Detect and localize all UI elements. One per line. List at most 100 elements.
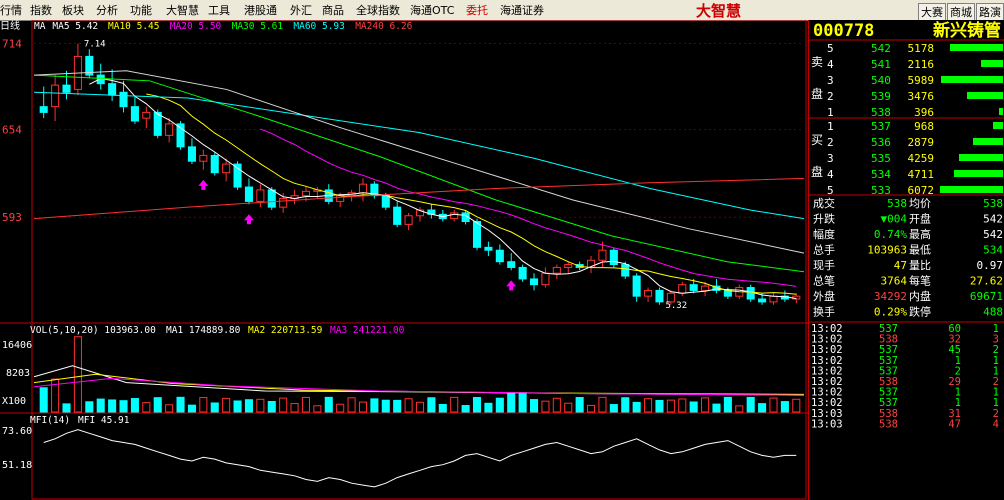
top-button-0[interactable]: 大赛 <box>918 3 946 21</box>
menu-item-12[interactable]: 委托 <box>466 4 488 17</box>
stat-value2-7: 488 <box>983 306 1003 319</box>
volume-bar <box>85 401 94 413</box>
buy-depth-bar-2 <box>959 154 1003 161</box>
tick-price-4: 537 <box>879 365 898 377</box>
buy-level-2: 3 <box>827 152 834 165</box>
ma5-line <box>89 77 797 299</box>
stat-label-1: 升跌 <box>813 212 835 226</box>
volume-bar <box>632 401 641 413</box>
stat-value-5: 3764 <box>881 275 908 288</box>
candle <box>518 266 527 280</box>
menu-item-10[interactable]: 全球指数 <box>356 4 400 17</box>
candle <box>541 272 550 286</box>
sell-depth-bar-0 <box>950 44 1003 51</box>
high-price-label: 7.14 <box>84 39 106 49</box>
volume-bar <box>461 405 470 413</box>
volume-bar <box>529 399 539 413</box>
menu-item-7[interactable]: 港股通 <box>244 4 277 17</box>
menu-item-1[interactable]: 指数 <box>30 4 52 17</box>
kline-chart-area[interactable]: 714 654 593 日线 MA MA5 5.42 MA10 5.45 MA20 5.50 M… <box>0 20 808 500</box>
ma240-line <box>33 177 805 220</box>
buy-signal-arrow-1 <box>243 214 254 225</box>
candle <box>85 55 94 76</box>
candle <box>244 186 253 202</box>
vol-legend-1: MA1 174889.80 <box>166 325 241 336</box>
tick-volume-4: 2 <box>955 365 961 377</box>
volume-bar <box>518 392 527 413</box>
buy-volume-3: 4711 <box>908 168 935 181</box>
candle <box>461 212 470 223</box>
volume-bar <box>370 398 379 413</box>
menu-item-2[interactable]: 板块 <box>62 4 84 17</box>
candle <box>746 287 755 300</box>
menu-item-5[interactable]: 大智慧 <box>166 4 199 17</box>
sell-depth-bar-1 <box>981 60 1003 67</box>
volume-bar <box>564 402 573 413</box>
volume-bar <box>187 404 196 413</box>
buy-depth-bar-3 <box>954 170 1003 177</box>
sell-volume-1: 2116 <box>908 58 935 71</box>
volume-bar <box>324 396 333 413</box>
mfi-legend-1: MFI 45.91 <box>78 415 130 426</box>
menu-item-13[interactable]: 海通证券 <box>500 4 544 17</box>
menu-item-9[interactable]: 商品 <box>322 4 344 17</box>
ma-legend-5: MA60 5.93 <box>293 21 344 32</box>
volume-bar <box>746 396 755 413</box>
volume-bar <box>222 397 231 413</box>
menu-item-11[interactable]: 海通OTC <box>410 4 455 17</box>
menu-item-0[interactable]: 行情 <box>0 4 22 17</box>
top-button-2[interactable]: 路演 <box>976 3 1004 21</box>
price-axis-label-2: 593 <box>2 211 22 224</box>
volume-bar <box>358 401 368 413</box>
candle <box>655 289 664 303</box>
buy-price-2: 535 <box>871 152 891 165</box>
volume-bar <box>689 401 698 413</box>
tick-time-5: 13:02 <box>811 376 843 388</box>
buy-volume-2: 4259 <box>908 152 935 165</box>
vol-unit-label: X100 <box>2 396 26 407</box>
volume-bar <box>723 396 732 413</box>
vol-axis-label-1: 8203 <box>6 368 30 379</box>
vol-axis-label-0: 16406 <box>2 340 32 351</box>
volume-bar <box>769 397 778 413</box>
stat-value2-2: 542 <box>983 228 1003 241</box>
candle <box>598 249 607 261</box>
tick-volume-7: 1 <box>955 397 961 409</box>
menu-item-8[interactable]: 外汇 <box>290 4 312 17</box>
candle <box>678 284 687 294</box>
candle <box>666 292 675 303</box>
volume-bar <box>427 397 436 413</box>
top-button-1[interactable]: 商城 <box>947 3 975 21</box>
volume-bar <box>438 403 447 413</box>
tick-price-5: 538 <box>879 376 898 388</box>
menu-item-4[interactable]: 功能 <box>130 4 152 17</box>
quote-header-bg <box>809 20 1004 40</box>
volume-bar <box>119 400 128 413</box>
candle <box>256 189 265 202</box>
volume-bar <box>347 397 356 413</box>
stat-value-3: 103963 <box>867 244 907 257</box>
buy-volume-4: 6072 <box>908 184 935 197</box>
dzh-logo: 大智慧 <box>696 2 742 20</box>
buy-price-4: 533 <box>871 184 891 197</box>
buy-level-0: 1 <box>827 120 834 133</box>
tick-volume-0: 60 <box>948 323 961 335</box>
menu-item-3[interactable]: 分析 <box>96 4 118 17</box>
tick-volume-1: 32 <box>948 334 961 346</box>
tick-count-2: 2 <box>993 344 999 356</box>
candle <box>165 123 174 136</box>
candle <box>130 106 139 122</box>
volume-bar <box>621 397 630 413</box>
menu-item-6[interactable]: 工具 <box>208 4 230 17</box>
stat-label2-0: 均价 <box>909 197 931 210</box>
tick-volume-3: 1 <box>955 355 961 367</box>
stat-label-0: 成交 <box>813 196 835 210</box>
volume-bar <box>301 396 311 413</box>
buy-level-4: 5 <box>827 184 834 197</box>
stat-value-4: 47 <box>894 259 907 272</box>
ma-legend-1: MA5 5.42 <box>52 21 98 32</box>
volume-bar <box>51 378 60 413</box>
tick-price-1: 538 <box>879 334 898 346</box>
candle <box>632 275 641 297</box>
stat-value-2: 0.74% <box>874 228 907 241</box>
